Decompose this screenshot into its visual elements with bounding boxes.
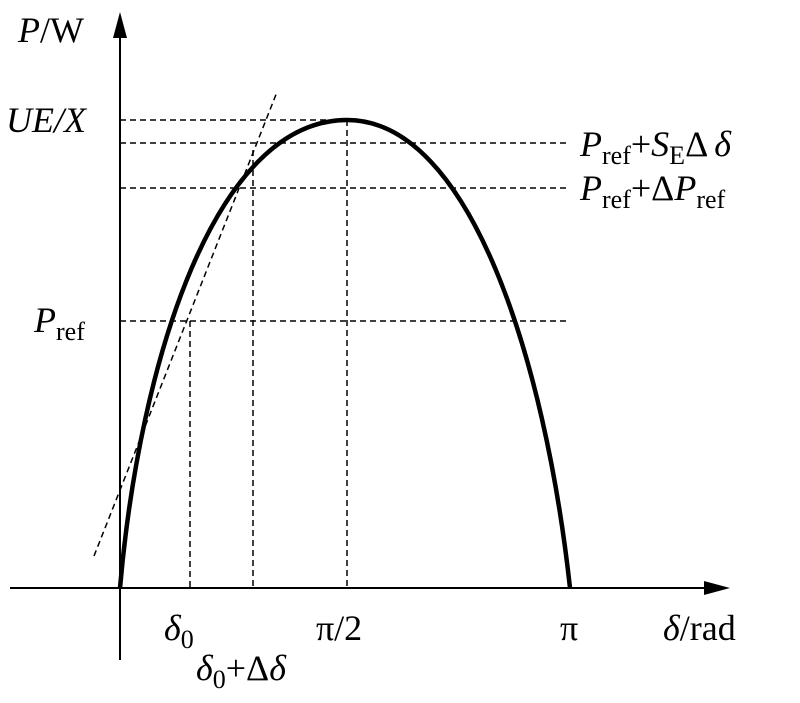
label-part: 0: [181, 625, 194, 654]
label-part: P: [17, 10, 40, 50]
label-part: ref: [602, 185, 631, 214]
label-part: S: [651, 124, 669, 164]
y-axis-label: P/W: [17, 10, 84, 50]
label-part: ref: [696, 185, 725, 214]
label-part: δ: [196, 648, 214, 688]
label-part: δ: [269, 648, 287, 688]
label-part: δ: [164, 608, 182, 648]
label-part: ref: [56, 317, 85, 346]
label-part: E: [669, 141, 685, 170]
tangent: [93, 91, 278, 557]
label-part: δ: [714, 124, 732, 164]
label-part: 0: [213, 665, 226, 694]
label-part: P: [579, 124, 602, 164]
label-part: Δ: [685, 124, 708, 164]
label-part: ref: [602, 141, 631, 170]
label-part: /W: [40, 10, 84, 50]
delta0-label: δ0: [164, 608, 194, 654]
label-part: +Δ: [226, 648, 269, 688]
label-part: δ: [663, 608, 681, 648]
pref-label: Pref: [33, 300, 85, 346]
x-arrow: [704, 581, 730, 595]
label-part: P: [579, 168, 602, 208]
label-part: /rad: [680, 608, 736, 648]
pi-half-label: π/2: [316, 608, 362, 648]
label-part: /X: [52, 100, 88, 140]
delta0-dd-label: δ0+Δδ: [196, 648, 287, 694]
pref-se-label: Pref+SEΔ δ: [579, 124, 732, 170]
power-curve: [117, 117, 573, 589]
x-axis-label: δ/rad: [663, 608, 736, 648]
pref-dp-label: Pref+ΔPref: [579, 168, 726, 214]
label-part: P: [33, 300, 56, 340]
label-part: P: [673, 168, 696, 208]
ue-x-label: UE/X: [6, 100, 88, 140]
label-part: UE: [6, 100, 54, 140]
label-part: +: [631, 124, 651, 164]
pi-label: π: [560, 608, 578, 648]
label-part: +Δ: [631, 168, 674, 208]
y-arrow: [113, 12, 127, 38]
